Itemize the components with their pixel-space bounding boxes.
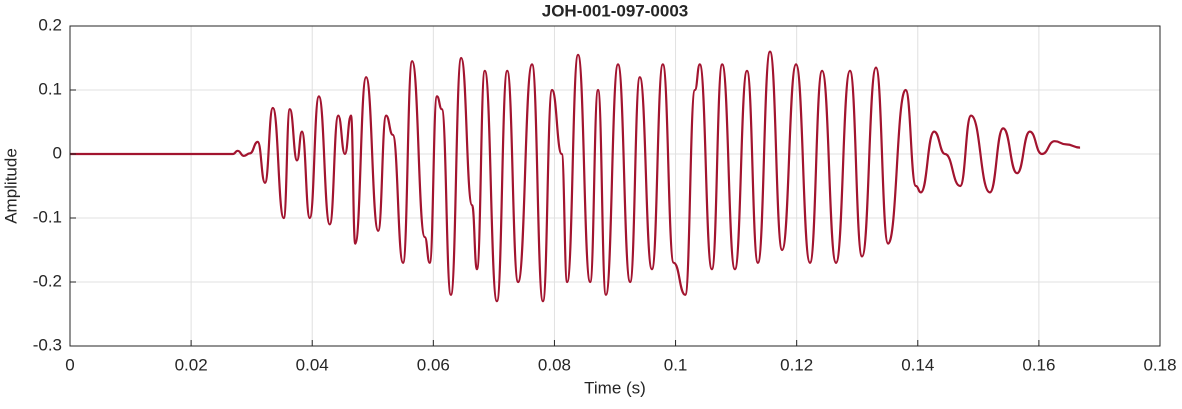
x-tick-label: 0.18 <box>1143 355 1176 374</box>
y-tick-label: -0.2 <box>33 271 62 290</box>
x-tick-label: 0.08 <box>538 355 571 374</box>
x-axis-label: Time (s) <box>584 378 646 397</box>
y-tick-label: 0.2 <box>38 15 62 34</box>
y-tick-label: -0.3 <box>33 335 62 354</box>
axes-box <box>69 25 1161 347</box>
y-tick-label: 0.1 <box>38 79 62 98</box>
waveform-line <box>69 50 1081 303</box>
x-tick-label: 0.14 <box>901 355 934 374</box>
y-tick-label: 0 <box>53 143 62 162</box>
x-tick-label: 0.04 <box>296 355 329 374</box>
y-tick-label: -0.1 <box>33 207 62 226</box>
x-tick-label: 0 <box>65 355 74 374</box>
chart-title: JOH-001-097-0003 <box>542 1 688 20</box>
x-tick-label: 0.12 <box>780 355 813 374</box>
x-tick-label: 0.16 <box>1022 355 1055 374</box>
plot-area <box>70 26 1160 346</box>
x-tick-label: 0.06 <box>417 355 450 374</box>
x-tick-label: 0.1 <box>664 355 688 374</box>
lines <box>69 50 1081 303</box>
y-axis-label: Amplitude <box>1 148 20 224</box>
x-tick-label: 0.02 <box>175 355 208 374</box>
